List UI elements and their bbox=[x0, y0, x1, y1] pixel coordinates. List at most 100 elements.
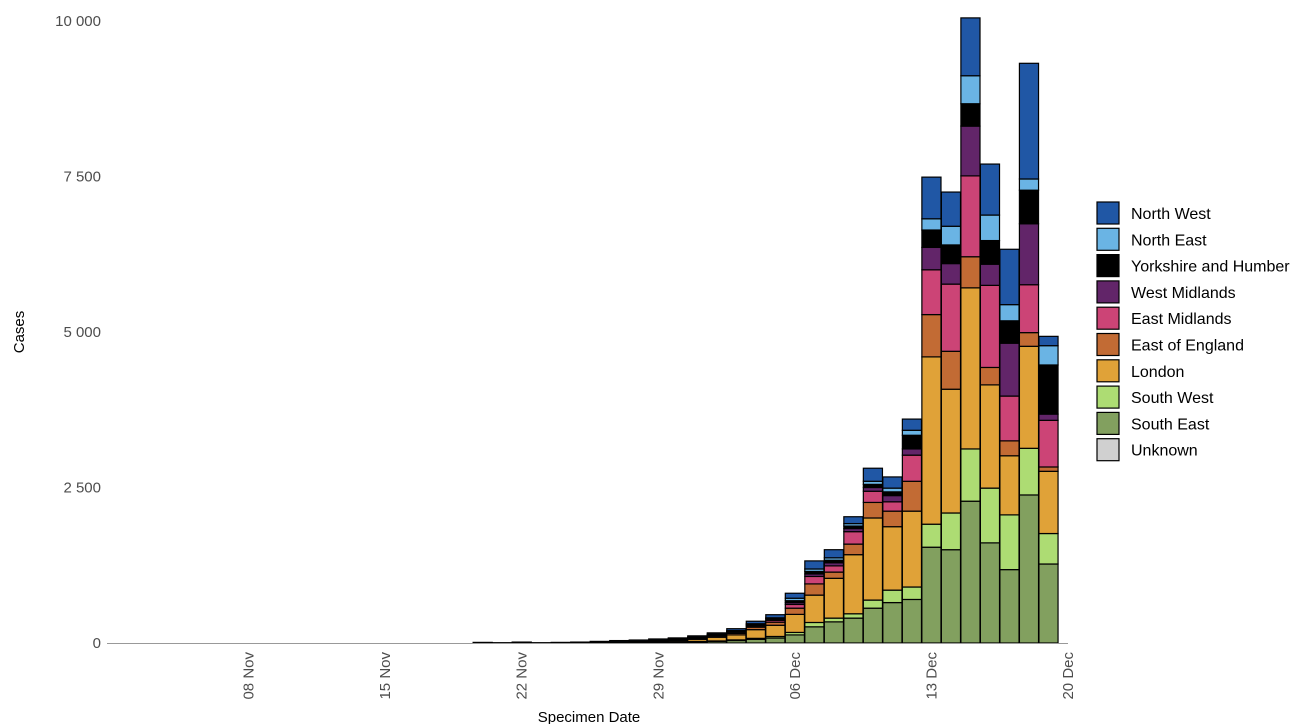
bar-segment-london-2020-12-06 bbox=[784, 613, 806, 634]
x-tick-label: 13 Dec bbox=[923, 652, 940, 700]
legend-label-south-west: South West bbox=[1131, 390, 1214, 407]
bar-segment-south-west-2020-12-12 bbox=[901, 586, 923, 601]
bar-segment-london-2020-12-05 bbox=[765, 624, 786, 638]
x-tick-label: 06 Dec bbox=[787, 652, 804, 700]
bar-segment-north-east-2020-12-16 bbox=[979, 214, 1001, 242]
legend-swatch-north-east bbox=[1096, 227, 1120, 251]
bar-segment-london-2020-12-10 bbox=[862, 517, 884, 601]
bar-segment-north-east-2020-12-19 bbox=[1038, 345, 1059, 366]
bar-segment-london-2020-12-15 bbox=[960, 287, 981, 450]
bar-segment-east-of-england-2020-12-10 bbox=[862, 501, 884, 519]
legend-swatch-south-east bbox=[1096, 411, 1120, 435]
bar-segment-north-west-2020-12-11 bbox=[882, 476, 903, 489]
bar-segment-south-east-2020-12-12 bbox=[901, 598, 923, 644]
bar-segment-north-west-2020-12-16 bbox=[979, 163, 1001, 216]
bar-segment-south-east-2020-12-15 bbox=[960, 500, 981, 644]
y-tick-label: 2 500 bbox=[63, 480, 101, 497]
y-axis-title: Cases bbox=[11, 311, 28, 354]
bar-segment-east-of-england-2020-12-14 bbox=[940, 350, 962, 390]
bar-segment-london-2020-12-18 bbox=[1018, 345, 1040, 449]
bar-segment-north-west-2020-12-10 bbox=[862, 467, 884, 482]
bar-segment-south-east-2020-12-16 bbox=[979, 542, 1001, 644]
bar-segment-north-west-2020-11-22 bbox=[511, 641, 532, 644]
bar-segment-east-midlands-2020-12-11 bbox=[882, 501, 903, 512]
bar-segment-east-of-england-2020-12-08 bbox=[823, 571, 845, 579]
legend-swatch-south-west bbox=[1096, 385, 1120, 409]
legend-swatch-east-of-england bbox=[1096, 332, 1120, 357]
bar-segment-south-east-2020-12-09 bbox=[843, 617, 864, 644]
legend-label-north-west: North West bbox=[1131, 206, 1211, 223]
bar-segment-west-midlands-2020-12-12 bbox=[901, 448, 923, 456]
legend-swatch-yorkshire-and-humber bbox=[1096, 254, 1120, 278]
bar-segment-yorkshire-and-humber-2020-12-13 bbox=[921, 229, 942, 249]
legend: North West North East Yorkshire and Humber… bbox=[1096, 201, 1290, 462]
bar-segment-north-west-2020-12-06 bbox=[784, 592, 806, 599]
x-tick-label: 08 Nov bbox=[241, 652, 258, 700]
bar-segment-london-2020-12-04 bbox=[745, 629, 767, 639]
bar-segment-london-2020-12-11 bbox=[882, 526, 903, 591]
bar-segment-east-of-england-2020-12-17 bbox=[999, 440, 1020, 457]
bar-segment-south-east-2020-12-14 bbox=[940, 549, 962, 644]
bar-segment-south-west-2020-12-14 bbox=[940, 512, 962, 551]
bar-segment-north-west-2020-11-27 bbox=[609, 639, 630, 643]
bar-segment-south-east-2020-12-18 bbox=[1018, 494, 1040, 644]
bar-segment-east-of-england-2020-12-09 bbox=[843, 543, 864, 556]
x-tick-label: 15 Nov bbox=[377, 652, 394, 700]
bar-segment-west-midlands-2020-12-14 bbox=[940, 262, 962, 285]
legend-label-east-midlands: East Midlands bbox=[1131, 311, 1232, 328]
x-tick-label: 22 Nov bbox=[514, 652, 531, 700]
bar-segment-north-west-2020-12-18 bbox=[1018, 62, 1040, 180]
bar-segment-north-east-2020-12-15 bbox=[960, 75, 981, 105]
bar-segment-north-west-2020-12-12 bbox=[901, 418, 923, 431]
legend-label-east-of-england: East of England bbox=[1131, 338, 1244, 355]
bar-segment-north-west-2020-12-05 bbox=[765, 614, 786, 619]
bar-segment-london-2020-12-12 bbox=[901, 510, 923, 588]
bar-segment-london-2020-12-14 bbox=[940, 388, 962, 514]
bar-segment-west-midlands-2020-12-17 bbox=[999, 342, 1020, 397]
bar-segment-east-of-england-2020-12-19 bbox=[1038, 466, 1059, 472]
bar-segment-east-midlands-2020-12-16 bbox=[979, 284, 1001, 369]
bar-segment-north-east-2020-12-12 bbox=[901, 429, 923, 436]
bar-segment-east-midlands-2020-12-07 bbox=[804, 575, 825, 585]
bar-segment-yorkshire-and-humber-2020-12-16 bbox=[979, 239, 1001, 265]
bar-segment-north-west-2020-11-30 bbox=[667, 637, 688, 640]
bar-segment-london-2020-12-19 bbox=[1038, 470, 1059, 535]
bar-segment-south-west-2020-12-16 bbox=[979, 487, 1001, 544]
bar-segment-south-east-2020-12-10 bbox=[862, 607, 884, 644]
bar-segment-north-west-2020-11-28 bbox=[628, 639, 649, 642]
bar-segment-london-2020-12-09 bbox=[843, 554, 864, 615]
bar-segment-south-west-2020-12-19 bbox=[1038, 532, 1059, 565]
y-tick-label: 10 000 bbox=[55, 13, 101, 30]
bar-segment-west-midlands-2020-12-13 bbox=[921, 246, 942, 271]
bar-segment-east-of-england-2020-12-15 bbox=[960, 256, 981, 289]
legend-label-london: London bbox=[1131, 364, 1184, 381]
bar-segment-south-west-2020-12-11 bbox=[882, 589, 903, 604]
bar-segment-east-midlands-2020-12-17 bbox=[999, 395, 1020, 442]
bar-segment-yorkshire-and-humber-2020-12-17 bbox=[999, 320, 1020, 344]
bar-segment-yorkshire-and-humber-2020-12-15 bbox=[960, 103, 981, 127]
bar-segment-london-2020-12-03 bbox=[726, 634, 747, 641]
legend-swatch-unknown bbox=[1096, 438, 1120, 462]
legend-swatch-east-midlands bbox=[1096, 306, 1120, 330]
bar-segment-south-west-2020-12-09 bbox=[843, 613, 864, 619]
bar-segment-east-midlands-2020-12-08 bbox=[823, 565, 845, 573]
bar-segment-south-west-2020-12-15 bbox=[960, 448, 981, 502]
bar-segment-east-midlands-2020-12-12 bbox=[901, 454, 923, 482]
bar-segment-east-of-england-2020-12-16 bbox=[979, 366, 1001, 386]
y-axis-ticks: 0 2 500 5 000 7 500 10 000 bbox=[55, 13, 101, 652]
x-tick-label: 29 Nov bbox=[650, 652, 667, 700]
bar-segment-east-of-england-2020-12-07 bbox=[804, 583, 825, 596]
legend-swatch-north-west bbox=[1096, 201, 1120, 225]
bar-segment-east-of-england-2020-12-12 bbox=[901, 480, 923, 512]
bar-segment-north-west-2020-12-02 bbox=[706, 632, 727, 635]
legend-label-west-midlands: West Midlands bbox=[1131, 285, 1236, 302]
x-tick-label: 20 Dec bbox=[1060, 652, 1077, 700]
bar-segment-yorkshire-and-humber-2020-12-19 bbox=[1038, 364, 1059, 415]
bar-segment-west-midlands-2020-12-16 bbox=[979, 263, 1001, 286]
bar-segment-north-west-2020-12-17 bbox=[999, 248, 1020, 306]
bar-segment-north-west-2020-12-13 bbox=[921, 176, 942, 220]
bar-segment-north-west-2020-12-08 bbox=[823, 549, 845, 559]
bar-segment-east-of-england-2020-12-18 bbox=[1018, 332, 1040, 347]
bar-segment-west-midlands-2020-12-19 bbox=[1038, 413, 1059, 421]
bar-segment-north-west-2020-11-25 bbox=[570, 641, 591, 644]
